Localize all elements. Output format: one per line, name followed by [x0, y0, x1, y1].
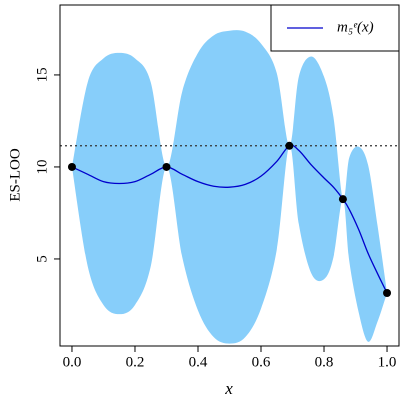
data-point: [338, 195, 347, 204]
data-point: [67, 162, 76, 171]
x-tick-label: 0.2: [126, 354, 145, 370]
y-axis-label: ES-LOO: [7, 148, 23, 201]
plot-frame: [59, 4, 400, 347]
y-tick-label: 5: [34, 255, 50, 263]
x-axis-label: x: [224, 379, 233, 398]
mean-line: [71, 144, 388, 294]
x-tick-label: 0.0: [63, 354, 82, 370]
x-tick-label: 0.4: [189, 354, 208, 370]
y-tick-label: 15: [34, 67, 50, 82]
plot-area: [60, 30, 399, 344]
data-point: [285, 141, 294, 150]
data-point: [383, 289, 392, 298]
legend-label: m₅ᵉ(x): [337, 19, 374, 35]
data-point: [162, 162, 171, 171]
x-tick-label: 1.0: [378, 354, 397, 370]
x-tick-label: 0.6: [252, 354, 271, 370]
y-tick-label: 10: [34, 159, 50, 174]
x-tick-label: 0.8: [315, 354, 334, 370]
